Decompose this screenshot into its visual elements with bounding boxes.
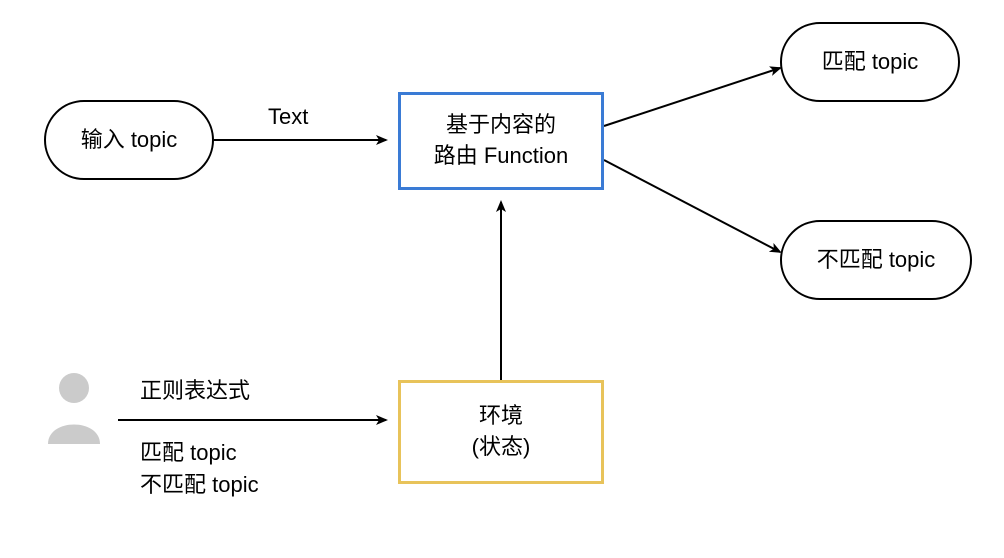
node-match-topic-label: 匹配 topic xyxy=(822,47,919,78)
user-label-nomatch-topic: 不匹配 topic xyxy=(140,470,259,501)
node-router: 基于内容的 路由 Function xyxy=(398,92,604,190)
node-nomatch-topic: 不匹配 topic xyxy=(780,220,972,300)
node-nomatch-topic-label: 不匹配 topic xyxy=(817,245,936,276)
node-input-topic-label: 输入 topic xyxy=(81,125,178,156)
node-router-label: 基于内容的 路由 Function xyxy=(434,110,569,172)
node-match-topic: 匹配 topic xyxy=(780,22,960,102)
user-label-regex: 正则表达式 xyxy=(140,376,250,407)
node-input-topic: 输入 topic xyxy=(44,100,214,180)
user-label-match-topic: 匹配 topic xyxy=(140,438,237,469)
node-env-label: 环境 (状态) xyxy=(472,401,531,463)
edge-label-text: Text xyxy=(268,102,308,133)
node-env: 环境 (状态) xyxy=(398,380,604,484)
